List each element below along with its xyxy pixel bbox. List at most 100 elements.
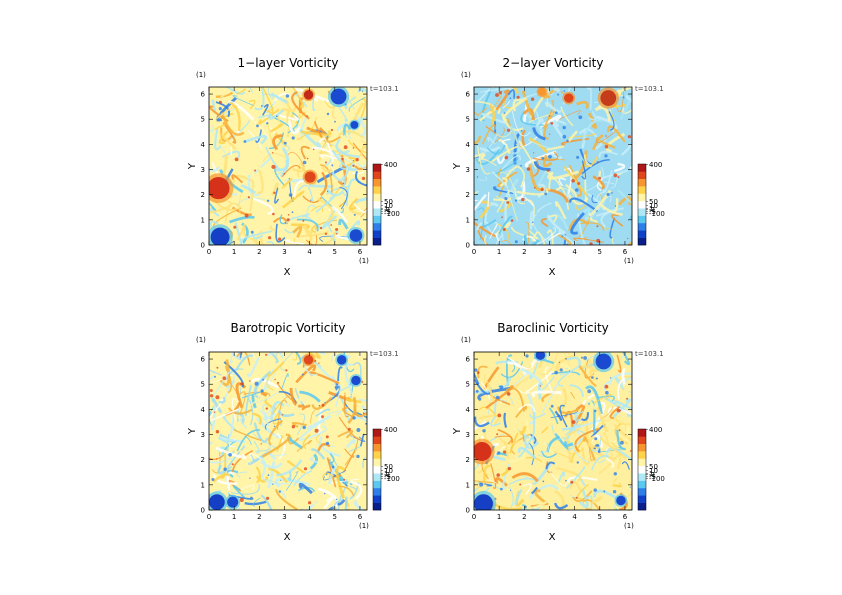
vortex-2 bbox=[227, 496, 239, 508]
vorticity-field bbox=[209, 352, 367, 510]
plot-frame bbox=[208, 351, 368, 511]
vortex-5 bbox=[336, 355, 347, 365]
colorbar-tick-label: 1 bbox=[384, 470, 388, 478]
y-unit-label: (1) bbox=[196, 336, 206, 344]
vortex-1 bbox=[209, 494, 225, 510]
x-tick-label: 4 bbox=[307, 513, 312, 521]
colorbar-segment bbox=[373, 171, 381, 180]
x-tick-label: 5 bbox=[598, 248, 602, 256]
x-tick-label: 6 bbox=[623, 248, 628, 256]
colorbar-segment bbox=[373, 429, 381, 437]
vortex-5 bbox=[616, 495, 626, 506]
y-tick-label: 4 bbox=[201, 406, 206, 414]
y-axis-label: Y bbox=[187, 162, 198, 170]
colorbar-segment bbox=[638, 200, 646, 209]
x-tick-label: 4 bbox=[572, 513, 577, 521]
x-axis-label: X bbox=[284, 267, 291, 278]
x-unit-label: (1) bbox=[624, 522, 634, 530]
x-tick-label: 0 bbox=[207, 513, 211, 521]
x-tick-label: 6 bbox=[358, 248, 363, 256]
y-tick-label: 0 bbox=[466, 507, 470, 515]
y-tick-label: 0 bbox=[466, 242, 470, 250]
x-unit-label: (1) bbox=[359, 522, 369, 530]
x-tick-label: 5 bbox=[333, 513, 337, 521]
colorbar-tick-label: 1 bbox=[384, 205, 388, 213]
colorbar-segment bbox=[638, 487, 646, 496]
colorbar-segment bbox=[373, 502, 381, 511]
vortex-3 bbox=[537, 87, 546, 96]
colorbar-segment bbox=[373, 222, 381, 231]
colorbar-tick-label: -1 bbox=[649, 471, 656, 479]
y-unit-label: (1) bbox=[461, 336, 471, 344]
colorbar-segment bbox=[638, 178, 646, 187]
colorbar-segment bbox=[638, 495, 646, 503]
plot-frame bbox=[473, 86, 633, 246]
y-tick-label: 5 bbox=[201, 116, 205, 124]
x-unit-label: (1) bbox=[624, 257, 634, 265]
colorbar-tick-label: 1 bbox=[649, 205, 653, 213]
y-axis-label: Y bbox=[187, 427, 198, 435]
colorbar-tick-label: -1 bbox=[384, 206, 391, 214]
x-tick-label: 5 bbox=[333, 248, 337, 256]
colorbar-tick-label: 400 bbox=[384, 161, 397, 169]
colorbar-tick-label: 10 bbox=[649, 202, 658, 210]
y-unit-label: (1) bbox=[196, 71, 206, 79]
colorbar-segment bbox=[373, 451, 381, 459]
x-tick-label: 5 bbox=[598, 513, 602, 521]
y-tick-label: 2 bbox=[201, 191, 205, 199]
y-tick-label: 2 bbox=[201, 456, 205, 464]
colorbar-segment bbox=[373, 200, 381, 209]
colorbar-tick-label: -5 bbox=[384, 208, 391, 216]
y-tick-label: 1 bbox=[201, 216, 205, 224]
x-tick-label: 2 bbox=[257, 248, 261, 256]
colorbar-segment bbox=[638, 451, 646, 459]
colorbar-segment bbox=[373, 164, 381, 172]
x-tick-label: 3 bbox=[282, 513, 286, 521]
x-tick-label: 2 bbox=[522, 513, 526, 521]
colorbar-segment bbox=[373, 215, 381, 224]
panel-title: 2−layer Vorticity bbox=[503, 56, 604, 70]
x-axis-label: X bbox=[549, 532, 556, 543]
vortex-3 bbox=[304, 171, 316, 183]
colorbar-segment bbox=[638, 193, 646, 202]
colorbar-segment bbox=[638, 465, 646, 474]
colorbar-segment bbox=[373, 208, 381, 216]
y-tick-label: 6 bbox=[201, 356, 206, 364]
colorbar-segment bbox=[638, 230, 646, 238]
x-tick-label: 3 bbox=[547, 248, 551, 256]
y-tick-label: 4 bbox=[466, 141, 471, 149]
x-tick-label: 4 bbox=[307, 248, 312, 256]
y-tick-label: 1 bbox=[466, 216, 470, 224]
y-tick-label: 6 bbox=[466, 91, 471, 99]
x-tick-label: 0 bbox=[472, 248, 476, 256]
colorbar-segment bbox=[373, 495, 381, 503]
colorbar-tick-label: 400 bbox=[649, 161, 662, 169]
vorticity-panel-2: 0 1 2 3 4 5 6 0 1 2 3 4 5 6 2−layer Vorticity X Y (1) (1) t… bbox=[452, 56, 665, 278]
colorbar-segment bbox=[638, 458, 646, 467]
x-tick-label: 1 bbox=[232, 248, 236, 256]
colorbar-segment bbox=[373, 487, 381, 496]
x-tick-label: 6 bbox=[623, 513, 628, 521]
panel-title: Barotropic Vorticity bbox=[230, 321, 345, 335]
colorbar-segment bbox=[638, 443, 646, 452]
x-tick-label: 4 bbox=[572, 248, 577, 256]
vortex-3 bbox=[535, 352, 546, 360]
time-label: t=103.1 bbox=[635, 85, 664, 93]
colorbar-tick-label: 1 bbox=[649, 470, 653, 478]
colorbar-tick-label: -1 bbox=[384, 471, 391, 479]
vorticity-panel-4: 0 1 2 3 4 5 6 0 1 2 3 4 5 6 Baroclinic Vorticity X Y (1) (… bbox=[452, 321, 665, 543]
y-tick-label: 2 bbox=[466, 456, 470, 464]
time-label: t=103.1 bbox=[370, 85, 399, 93]
colorbar-tick-label: -5 bbox=[649, 473, 656, 481]
y-tick-label: 3 bbox=[466, 166, 470, 174]
vortex-7 bbox=[350, 120, 359, 129]
y-axis-label: Y bbox=[452, 427, 463, 435]
time-label: t=103.1 bbox=[370, 350, 399, 358]
vorticity-field bbox=[209, 87, 367, 245]
vortex-5 bbox=[330, 88, 347, 105]
vortex-6 bbox=[349, 229, 363, 242]
vortex-4 bbox=[595, 353, 612, 370]
